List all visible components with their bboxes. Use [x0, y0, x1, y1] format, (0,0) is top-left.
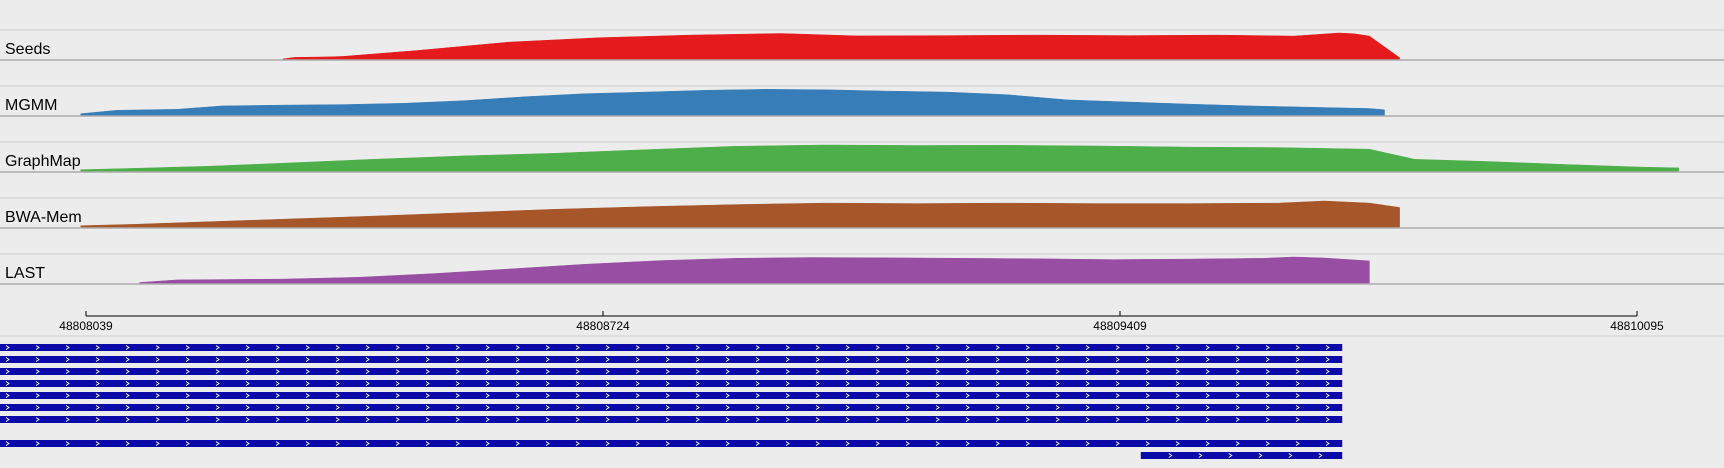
read-bar: [0, 344, 1343, 351]
read-alignment[interactable]: [1140, 452, 1343, 459]
read-alignment[interactable]: [0, 440, 1343, 447]
strand-chevrons: [5, 369, 1330, 374]
strand-chevrons: [5, 345, 1330, 350]
axis-tick-label: 48809409: [1093, 319, 1147, 333]
genomic-axis: 48808039 48808724 48809409 48810095: [0, 311, 1724, 337]
strand-chevrons: [5, 405, 1330, 410]
read-alignment[interactable]: [0, 392, 1343, 399]
track-bwa-mem: BWA-Mem: [0, 197, 1724, 229]
coverage-area-mgmm: [80, 89, 1385, 116]
read-alignment[interactable]: [0, 380, 1343, 387]
strand-chevrons: [5, 393, 1330, 398]
axis-tick-label: 48808724: [576, 319, 630, 333]
read-alignment[interactable]: [0, 344, 1343, 351]
read-bar: [0, 440, 1343, 447]
read-alignment[interactable]: [0, 404, 1343, 411]
track-label: GraphMap: [5, 153, 81, 170]
track-label: BWA-Mem: [5, 209, 82, 226]
read-alignment[interactable]: [0, 368, 1343, 375]
read-bar: [0, 416, 1343, 423]
track-last: LAST: [0, 253, 1724, 285]
read-bar: [1140, 452, 1343, 459]
strand-chevrons: [5, 381, 1330, 386]
coverage-area-last: [139, 256, 1370, 284]
strand-chevrons: [1168, 453, 1323, 458]
coverage-area-seeds: [282, 32, 1400, 60]
strand-chevrons: [5, 417, 1330, 422]
coverage-tracks: Seeds MGMM GraphMap BWA-Mem LAST: [0, 29, 1724, 285]
track-seeds: Seeds: [0, 29, 1724, 61]
read-bar: [0, 404, 1343, 411]
axis-tick-label: 48810095: [1610, 319, 1664, 333]
read-bar: [0, 356, 1343, 363]
read-alignment[interactable]: [0, 416, 1343, 423]
strand-chevrons: [5, 441, 1330, 446]
track-mgmm: MGMM: [0, 85, 1724, 117]
read-bar: [0, 368, 1343, 375]
axis-tick-label: 48808039: [59, 319, 113, 333]
coverage-area-graphmap: [80, 144, 1679, 172]
read-bar: [0, 392, 1343, 399]
track-label: Seeds: [5, 41, 50, 58]
strand-chevrons: [5, 357, 1330, 362]
read-alignment[interactable]: [0, 356, 1343, 363]
read-bar: [0, 380, 1343, 387]
coverage-area-bwa-mem: [80, 200, 1400, 228]
track-label: MGMM: [5, 97, 57, 114]
track-label: LAST: [5, 265, 45, 282]
track-graphmap: GraphMap: [0, 141, 1724, 173]
read-alignments: [0, 344, 1343, 459]
